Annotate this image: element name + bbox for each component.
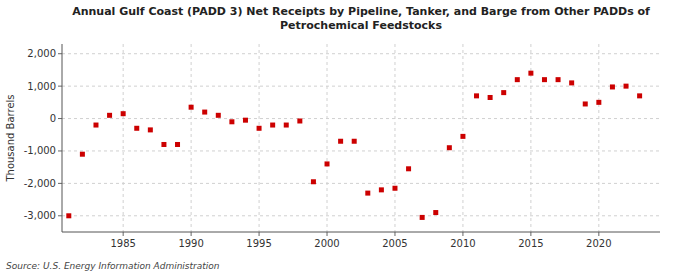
tick-mark bbox=[259, 232, 260, 236]
y-axis-line bbox=[62, 44, 63, 232]
annotation: Source: U.S. Energy Information Administ… bbox=[6, 261, 220, 271]
point bbox=[107, 113, 112, 118]
point bbox=[624, 84, 629, 89]
point bbox=[447, 145, 452, 150]
point bbox=[420, 215, 425, 220]
tick-label: 0 bbox=[50, 113, 56, 124]
tick-label: 2010 bbox=[450, 238, 475, 249]
point bbox=[338, 139, 343, 144]
point bbox=[121, 111, 126, 116]
point bbox=[257, 126, 262, 131]
point bbox=[284, 123, 289, 128]
tick-mark bbox=[327, 232, 328, 236]
tick-label: 2,000 bbox=[27, 48, 56, 59]
point bbox=[352, 139, 357, 144]
tick-mark bbox=[191, 232, 192, 236]
point bbox=[515, 77, 520, 82]
point bbox=[297, 118, 302, 123]
tick-label: 2005 bbox=[382, 238, 407, 249]
grid-line bbox=[259, 44, 260, 232]
grid-line bbox=[394, 44, 395, 232]
grid-line bbox=[62, 53, 660, 54]
tick-label: -3,000 bbox=[24, 210, 56, 221]
point bbox=[583, 101, 588, 106]
point bbox=[610, 84, 615, 89]
tick-label: 1990 bbox=[178, 238, 203, 249]
point bbox=[406, 166, 411, 171]
tick-mark bbox=[58, 150, 62, 151]
tick-mark bbox=[58, 86, 62, 87]
point bbox=[379, 187, 384, 192]
tick-label: 1995 bbox=[246, 238, 271, 249]
point bbox=[148, 127, 153, 132]
point bbox=[311, 179, 316, 184]
tick-label: -2,000 bbox=[24, 178, 56, 189]
point bbox=[189, 105, 194, 110]
point bbox=[134, 126, 139, 131]
tick-label: 2000 bbox=[314, 238, 339, 249]
point bbox=[365, 191, 370, 196]
point bbox=[270, 123, 275, 128]
points bbox=[66, 71, 642, 220]
point bbox=[556, 77, 561, 82]
tick-label: 1985 bbox=[110, 238, 135, 249]
tick-mark bbox=[123, 232, 124, 236]
grid-line bbox=[62, 86, 660, 87]
tick-mark bbox=[58, 53, 62, 54]
point bbox=[325, 161, 330, 166]
title: Annual Gulf Coast (PADD 3) Net Receipts … bbox=[72, 5, 650, 32]
tick-mark bbox=[598, 232, 599, 236]
point bbox=[501, 90, 506, 95]
point bbox=[229, 119, 234, 124]
point bbox=[596, 100, 601, 105]
grid-line bbox=[327, 44, 328, 232]
grid-line bbox=[123, 44, 124, 232]
point bbox=[175, 142, 180, 147]
point bbox=[243, 118, 248, 123]
grid-line bbox=[62, 150, 660, 151]
x-axis-line bbox=[62, 232, 660, 233]
axis-label: Thousand Barrels bbox=[5, 94, 16, 182]
chart: Annual Gulf Coast (PADD 3) Net Receipts … bbox=[0, 0, 675, 275]
grid-line bbox=[62, 183, 660, 184]
point bbox=[460, 134, 465, 139]
axes: -3,000 -2,000 -1,000 0 1,000 2,000 1985 1990 199… bbox=[24, 44, 660, 249]
tick-mark bbox=[462, 232, 463, 236]
point bbox=[392, 186, 397, 191]
point bbox=[488, 95, 493, 100]
tick-label: 2015 bbox=[518, 238, 543, 249]
tick-mark bbox=[58, 215, 62, 216]
point bbox=[93, 123, 98, 128]
point bbox=[569, 80, 574, 85]
tick-label: -1,000 bbox=[24, 145, 56, 156]
grid-line bbox=[191, 44, 192, 232]
tick-mark bbox=[394, 232, 395, 236]
tick-label: 2020 bbox=[586, 238, 611, 249]
tick-label: 1,000 bbox=[27, 81, 56, 92]
point bbox=[202, 110, 207, 115]
point bbox=[433, 210, 438, 215]
grid-line bbox=[598, 44, 599, 232]
grid bbox=[62, 44, 660, 232]
point bbox=[474, 93, 479, 98]
point bbox=[216, 113, 221, 118]
point bbox=[542, 77, 547, 82]
grid-line bbox=[62, 118, 660, 119]
point bbox=[161, 142, 166, 147]
grid-line bbox=[62, 215, 660, 216]
point bbox=[528, 71, 533, 76]
tick-mark bbox=[58, 183, 62, 184]
tick-mark bbox=[58, 118, 62, 119]
point bbox=[637, 93, 642, 98]
point bbox=[66, 213, 71, 218]
tick-mark bbox=[530, 232, 531, 236]
point bbox=[80, 152, 85, 157]
